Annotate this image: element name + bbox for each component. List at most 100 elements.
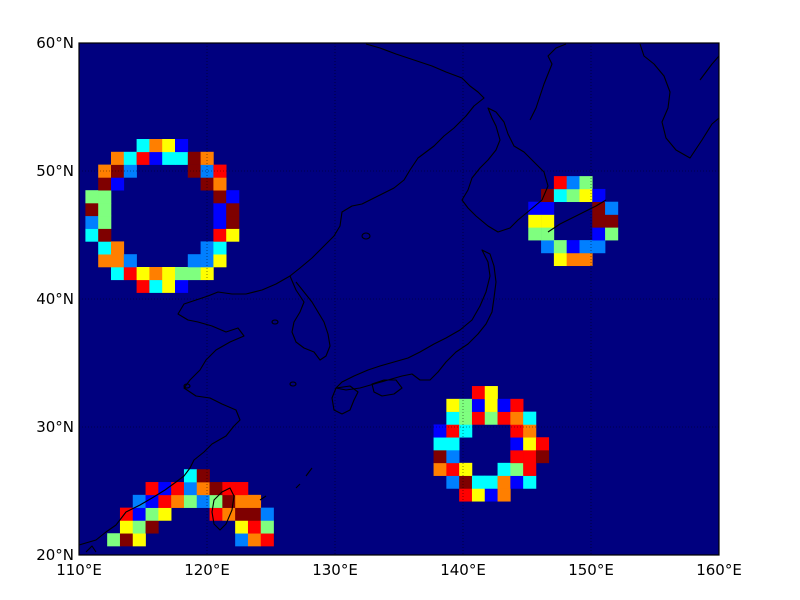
data-cell	[162, 151, 176, 165]
data-cell	[222, 494, 236, 508]
data-cell	[523, 411, 537, 425]
data-cell	[226, 190, 240, 204]
data-cell	[471, 411, 486, 425]
data-cell	[145, 482, 159, 496]
data-cell	[213, 190, 227, 204]
data-cell	[145, 494, 159, 508]
data-cell	[145, 507, 159, 521]
far-east-coastline	[639, 43, 720, 159]
data-cell	[136, 139, 150, 153]
data-cell	[171, 482, 185, 496]
data-cell	[459, 398, 473, 412]
data-cell	[209, 482, 223, 496]
latitude-tick-labels: 20°N 30°N 40°N 50°N 60°N	[36, 34, 74, 564]
data-cell	[497, 398, 511, 412]
data-cell	[119, 507, 134, 521]
data-cell	[200, 177, 214, 191]
data-cell	[187, 151, 201, 165]
data-cell	[183, 469, 198, 483]
data-cells	[85, 139, 619, 547]
data-cell	[196, 494, 210, 508]
data-cell	[213, 228, 227, 242]
data-cell	[213, 164, 227, 178]
data-cell	[535, 437, 550, 451]
data-cell	[592, 227, 606, 241]
data-cell	[523, 450, 537, 464]
data-cell	[136, 279, 150, 293]
data-cell	[566, 176, 580, 190]
data-cell	[213, 215, 227, 229]
data-cell	[592, 201, 606, 215]
data-cell	[497, 475, 511, 489]
data-cell	[200, 267, 214, 281]
data-cell	[541, 214, 555, 228]
data-cell	[136, 267, 150, 281]
data-cell	[158, 507, 172, 521]
latitude-tick-label: 20°N	[36, 546, 74, 564]
data-cell	[149, 279, 163, 293]
data-cell	[541, 240, 555, 254]
longitude-tick-labels: 110°E 120°E 130°E 140°E 150°E 160°E	[56, 561, 742, 579]
data-cell	[541, 188, 555, 203]
kyushu-coastline	[331, 385, 359, 415]
data-cell	[235, 494, 249, 508]
longitude-tick-label: 130°E	[312, 561, 358, 579]
data-cell	[235, 482, 249, 496]
data-cell	[535, 450, 550, 464]
coastlines	[78, 43, 720, 553]
data-cell	[200, 151, 214, 165]
data-cell	[510, 462, 524, 476]
data-cell	[592, 188, 606, 203]
data-cell	[566, 240, 580, 254]
data-cell	[111, 164, 125, 178]
data-cell	[132, 494, 146, 508]
data-cell	[119, 520, 134, 534]
data-cell	[123, 151, 137, 165]
data-cell	[145, 520, 159, 534]
data-cell	[446, 411, 460, 425]
data-cell	[579, 188, 593, 203]
data-cell	[260, 533, 274, 547]
data-cell	[553, 188, 567, 203]
data-cell	[459, 462, 473, 476]
longitude-tick-label: 160°E	[696, 561, 742, 579]
data-cell	[158, 494, 172, 508]
data-cell	[187, 267, 201, 281]
data-cell	[132, 520, 146, 534]
data-cell	[226, 215, 240, 229]
data-cell	[523, 437, 537, 451]
kuril-islands-coastline	[547, 199, 607, 233]
data-cell	[162, 279, 176, 293]
data-cell	[433, 462, 447, 476]
data-cell	[85, 215, 99, 229]
data-cell	[459, 488, 473, 502]
data-cell	[433, 424, 447, 438]
data-cell	[553, 252, 567, 267]
data-cell	[553, 240, 567, 254]
data-cell	[446, 462, 460, 476]
data-cell	[510, 424, 524, 438]
data-cell	[260, 507, 274, 521]
data-cell	[471, 398, 486, 412]
data-cell	[200, 164, 214, 178]
data-cell	[98, 177, 112, 191]
data-cell	[149, 139, 163, 153]
data-cell	[98, 215, 112, 229]
data-cell	[471, 386, 486, 400]
data-cell	[459, 475, 473, 489]
data-cell	[247, 533, 262, 547]
data-cell	[510, 437, 524, 451]
data-cell	[85, 203, 99, 217]
data-cell	[187, 164, 201, 178]
data-cell	[566, 252, 580, 267]
data-cell	[213, 203, 227, 217]
data-cell	[123, 254, 137, 268]
data-cell	[119, 533, 134, 547]
data-cell	[579, 176, 593, 190]
data-cell	[175, 267, 189, 281]
data-cell	[247, 520, 262, 534]
data-cell	[149, 267, 163, 281]
data-cell	[149, 151, 163, 165]
kamchatka-coastline	[699, 55, 720, 81]
